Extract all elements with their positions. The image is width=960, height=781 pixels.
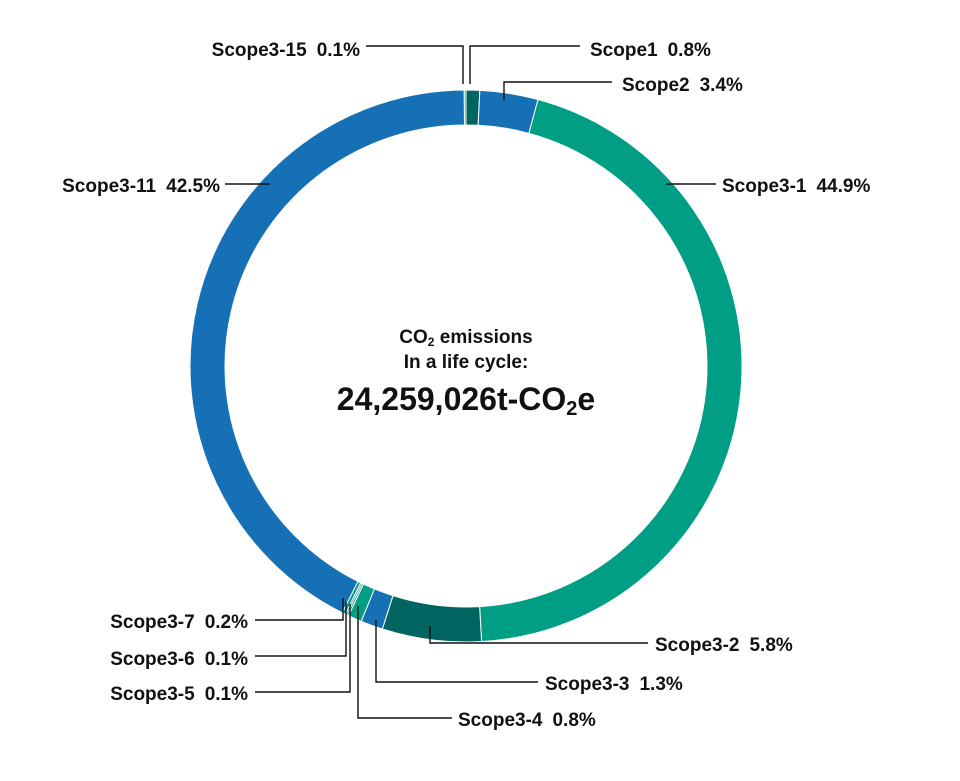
label-value-scope3-3: 1.3% [639,674,682,695]
slice-scope3-2 [381,595,483,643]
label-scope3-4: Scope3-4 0.8% [458,710,596,731]
label-scope3-11: Scope3-11 42.5% [62,176,220,197]
label-value-scope2: 3.4% [700,75,743,96]
center-total: 24,259,026t-CO2e [337,381,595,420]
label-scope3-5: Scope3-5 0.1% [110,684,248,705]
label-value-scope3-11: 42.5% [166,176,220,197]
center-text: CO2 emissions In a life cycle: 24,259,02… [337,327,595,420]
leader-scope3-5 [255,604,351,693]
label-value-scope3-4: 0.8% [552,710,595,731]
label-scope3-6: Scope3-6 0.1% [110,649,248,670]
label-value-scope3-7: 0.2% [205,612,248,633]
leader-scope3-2 [429,626,648,644]
label-value-scope3-15: 0.1% [317,40,360,61]
donut-slices [189,89,743,643]
label-name-scope3-2: Scope3-2 [655,635,739,656]
center-title-line2: In a life cycle: [404,352,529,373]
label-name-scope1: Scope1 [590,40,658,61]
label-value-scope1: 0.8% [668,40,711,61]
label-name-scope3-7: Scope3-7 [110,612,194,633]
label-scope3-15: Scope3-15 0.1% [212,40,360,61]
label-value-scope3-2: 5.8% [749,635,792,656]
label-value-scope3-5: 0.1% [205,684,248,705]
slice-scope3-15 [463,89,467,126]
label-scope1: Scope1 0.8% [590,40,711,61]
label-value-scope3-6: 0.1% [205,649,248,670]
label-name-scope3-11: Scope3-11 [62,176,156,197]
leader-scope3-3 [375,620,538,683]
leader-scope1 [469,45,580,84]
leader-scope3-4 [357,606,452,719]
slice-scope3-11 [189,89,465,614]
label-scope3-1: Scope3-1 44.9% [722,176,870,197]
label-scope3-2: Scope3-2 5.8% [655,635,793,656]
slice-scope3-1 [479,98,743,643]
label-name-scope3-4: Scope3-4 [458,710,543,731]
slice-scope2 [477,89,539,134]
leader-lines [225,45,716,719]
label-name-scope3-3: Scope3-3 [545,674,629,695]
leader-scope3-15 [366,45,464,84]
label-name-scope2: Scope2 [622,75,690,96]
slice-scope1 [465,89,481,126]
label-scope3-3: Scope3-3 1.3% [545,674,683,695]
label-value-scope3-1: 44.9% [816,176,870,197]
leader-scope3-7 [255,598,344,621]
leader-scope2 [503,81,612,100]
label-name-scope3-1: Scope3-1 [722,176,807,197]
leader-scope3-6 [255,602,347,657]
label-scope3-7: Scope3-7 0.2% [110,612,248,633]
label-name-scope3-6: Scope3-6 [110,649,194,670]
label-name-scope3-15: Scope3-15 [212,40,307,61]
label-name-scope3-5: Scope3-5 [110,684,195,705]
label-scope2: Scope2 3.4% [622,75,743,96]
slice-labels: Scope1 0.8%Scope2 3.4%Scope3-1 44.9%Scope3-… [62,40,870,731]
center-title-line1: CO2 emissions [399,327,532,349]
